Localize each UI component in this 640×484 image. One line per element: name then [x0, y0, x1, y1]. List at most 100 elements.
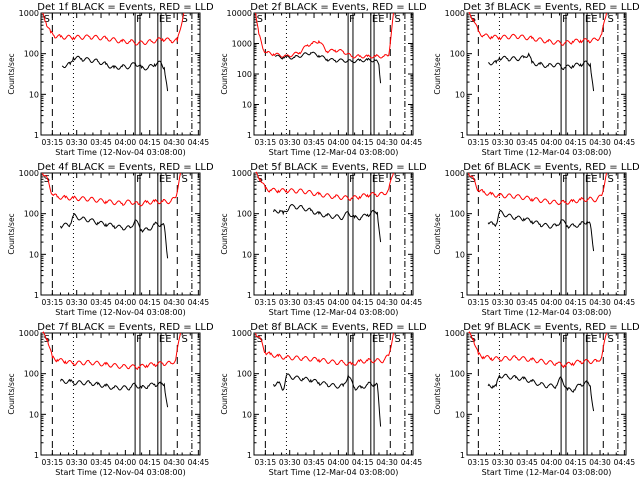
y-tick-label: 1	[460, 291, 465, 300]
x-axis-label: Start Time (12-Mar-04 03:08:00)	[269, 468, 399, 477]
x-tick-label: 04:15	[352, 298, 374, 307]
marker-label: S	[470, 174, 476, 185]
plot-frame	[466, 332, 627, 456]
marker-label: F	[562, 14, 568, 25]
lld-series-line	[255, 12, 394, 59]
chart-svg: Det 4f BLACK = Events, RED = LLD 1 10 100 10…	[7, 162, 214, 317]
chart-title: Det 6f BLACK = Events, RED = LLD	[463, 162, 639, 173]
y-tick-label: 100	[450, 50, 465, 59]
y-tick-label: 10000	[227, 9, 252, 18]
y-tick-label: 100	[450, 370, 465, 379]
chart-title: Det 4f BLACK = Events, RED = LLD	[37, 162, 213, 173]
plot-frame	[253, 332, 414, 456]
y-tick-label: 100	[24, 50, 39, 59]
marker-label: F	[349, 174, 355, 185]
y-tick-label: 10	[242, 250, 252, 259]
x-tick-label: 03:45	[303, 458, 325, 467]
chart-svg: Det 7f BLACK = Events, RED = LLD 1 10 100 10…	[7, 322, 214, 477]
y-tick-label: 10	[242, 410, 252, 419]
y-tick-label: 10	[29, 410, 39, 419]
marker-label: F	[136, 334, 142, 345]
plot-frame	[40, 172, 201, 296]
y-tick-label: 1	[460, 451, 465, 460]
chart-panel: Det 2f BLACK = Events, RED = LLD 1 10 100 10…	[213, 0, 427, 160]
y-tick-label: 1000	[445, 329, 465, 338]
chart-panel: Det 1f BLACK = Events, RED = LLD 1 10 100 10…	[0, 0, 214, 160]
x-tick-label: 03:30	[279, 458, 301, 467]
x-tick-label: 04:00	[541, 458, 563, 467]
y-tick-label: 10	[455, 250, 465, 259]
marker-label: F	[562, 334, 568, 345]
y-tick-label: 10	[29, 250, 39, 259]
x-tick-label: 03:15	[468, 138, 490, 147]
y-tick-label: 1000	[19, 9, 39, 18]
y-tick-label: 10	[242, 101, 252, 110]
events-series-line	[273, 373, 382, 427]
x-axis-label: Start Time (12-Mar-04 03:08:00)	[482, 468, 612, 477]
marker-label: F	[349, 14, 355, 25]
x-tick-label: 03:15	[255, 458, 277, 467]
y-axis-label: Counts/sec	[433, 373, 442, 414]
events-series-line	[487, 373, 595, 412]
x-tick-label: 04:30	[376, 298, 398, 307]
lld-series-line	[468, 12, 607, 46]
x-tick-label: 03:30	[279, 298, 301, 307]
chart-title: Det 5f BLACK = Events, RED = LLD	[250, 162, 426, 173]
marker-label: E	[165, 334, 171, 345]
x-tick-label: 04:45	[401, 458, 423, 467]
marker-label: E	[159, 174, 165, 185]
x-tick-label: 03:15	[255, 298, 277, 307]
lld-series-line	[42, 12, 185, 46]
y-tick-label: 100	[24, 370, 39, 379]
x-tick-label: 04:00	[115, 458, 137, 467]
chart-svg: Det 3f BLACK = Events, RED = LLD 1 10 100 10…	[433, 2, 640, 157]
marker-label: F	[349, 334, 355, 345]
x-tick-label: 03:15	[468, 458, 490, 467]
y-axis-label: Counts/sec	[7, 53, 16, 94]
x-tick-label: 03:30	[66, 298, 88, 307]
x-tick-label: 03:45	[516, 298, 538, 307]
x-tick-label: 04:45	[401, 138, 423, 147]
y-tick-label: 1	[460, 131, 465, 140]
x-tick-label: 03:15	[42, 458, 64, 467]
plot-frame	[466, 12, 627, 136]
x-tick-label: 03:30	[492, 298, 514, 307]
marker-label: S	[608, 174, 614, 185]
marker-label: S	[257, 14, 263, 25]
x-tick-label: 04:45	[188, 138, 210, 147]
x-tick-label: 03:45	[303, 298, 325, 307]
marker-label: F	[562, 174, 568, 185]
marker-label: E	[585, 174, 591, 185]
x-tick-label: 04:45	[401, 298, 423, 307]
marker-label: E	[372, 14, 378, 25]
marker-label: S	[182, 174, 188, 185]
lld-series-line	[42, 172, 181, 207]
events-series-line	[61, 55, 169, 92]
marker-label: S	[44, 174, 50, 185]
marker-label: E	[591, 174, 597, 185]
marker-label: S	[257, 334, 263, 345]
chart-panel: Det 6f BLACK = Events, RED = LLD 1 10 100 10…	[426, 160, 640, 320]
marker-label: E	[165, 174, 171, 185]
y-tick-label: 1	[34, 291, 39, 300]
marker-label: F	[136, 174, 142, 185]
y-axis-label: Counts/sec	[220, 53, 229, 94]
plot-frame	[40, 332, 201, 456]
x-tick-label: 03:15	[42, 138, 64, 147]
marker-label: E	[159, 14, 165, 25]
x-tick-label: 04:30	[589, 138, 611, 147]
x-axis-label: Start Time (12-Mar-04 03:08:00)	[482, 148, 612, 157]
x-tick-label: 03:30	[66, 458, 88, 467]
x-tick-label: 03:30	[66, 138, 88, 147]
x-tick-label: 03:30	[279, 138, 301, 147]
chart-svg: Det 6f BLACK = Events, RED = LLD 1 10 100 10…	[433, 162, 640, 317]
x-tick-label: 04:30	[376, 138, 398, 147]
x-tick-label: 03:15	[255, 138, 277, 147]
chart-svg: Det 9f BLACK = Events, RED = LLD 1 10 100 10…	[433, 322, 640, 477]
x-tick-label: 04:45	[614, 458, 636, 467]
x-tick-label: 04:00	[328, 458, 350, 467]
x-axis-label: Start Time (12-Nov-04 03:08:00)	[55, 468, 185, 477]
y-tick-label: 1000	[19, 329, 39, 338]
x-tick-label: 03:45	[516, 138, 538, 147]
x-axis-label: Start Time (12-Mar-04 03:08:00)	[269, 148, 399, 157]
